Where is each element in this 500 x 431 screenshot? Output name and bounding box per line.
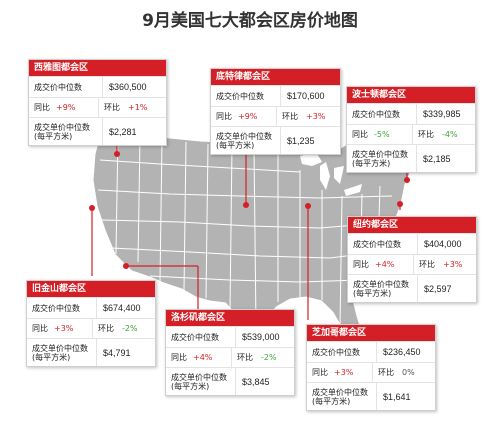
mom-value: 0% [402,368,415,377]
card-title: 西雅图都会区 [29,60,166,76]
mom-value: -4% [442,130,458,139]
unit-price-value: $2,597 [424,283,452,294]
median-price-label: 成交价中位数 [312,347,360,357]
mom-value: +3% [443,260,463,269]
median-price-value: $539,000 [242,332,280,342]
card-chicago[interactable]: 芝加哥都会区 成交价中位数 $236,450 同比 +3% 环比 0% 成交单价中位数 … [306,324,436,411]
yoy-label: 同比 [216,112,232,121]
yoy-label: 同比 [353,260,369,269]
mom-label: 环比 [378,368,394,377]
unit-price-label: 成交单价中位数 (每平方米) [32,343,88,362]
card-title: 芝加哥都会区 [307,325,435,341]
yoy-value: -5% [374,130,390,139]
card-title: 波士顿都会区 [347,87,475,103]
yoy-value: +3% [54,324,74,333]
card-los-angeles[interactable]: 洛杉矶都会区 成交价中位数 $539,000 同比 +4% 环比 -2% 成交单价中位数… [165,309,295,396]
median-price-label: 成交价中位数 [352,109,400,119]
median-price-label: 成交价中位数 [216,91,264,101]
unit-price-value: $2,185 [423,153,451,164]
unit-price-label: 成交单价中位数 (每平方米) [171,372,227,391]
median-price-value: $674,400 [103,303,141,313]
yoy-value: +4% [193,353,213,362]
yoy-label: 同比 [34,103,50,112]
mom-label: 环比 [282,112,298,121]
mom-label: 环比 [237,353,253,362]
median-price-label: 成交价中位数 [32,303,80,313]
unit-price-label: 成交单价中位数 (每平方米) [34,122,90,141]
unit-price-value: $4,791 [103,347,131,358]
card-san-francisco[interactable]: 旧金山都会区 成交价中位数 $674,400 同比 +3% 环比 -2% 成交单价中位数… [26,280,156,367]
card-new-york[interactable]: 纽约都会区 成交价中位数 $404,000 同比 +4% 环比 +3% 成交单价中位数 … [347,216,477,303]
mom-value: -2% [122,324,138,333]
mom-label: 环比 [419,260,435,269]
unit-price-value: $1,641 [383,391,411,402]
map-title: 9月美国七大都会区房价地图 [142,11,358,31]
yoy-value: +9% [56,103,76,112]
median-price-label: 成交价中位数 [353,239,401,249]
median-price-value: $404,000 [424,239,462,249]
unit-price-label: 成交单价中位数 (每平方米) [312,387,368,406]
unit-price-value: $2,281 [109,126,137,137]
median-price-value: $236,450 [383,347,421,357]
mom-label: 环比 [418,130,434,139]
yoy-label: 同比 [312,368,328,377]
median-price-label: 成交价中位数 [34,82,82,92]
mom-label: 环比 [98,324,114,333]
card-title: 底特律都会区 [211,69,340,85]
card-boston[interactable]: 波士顿都会区 成交价中位数 $339,985 同比 -5% 环比 -4% 成交单价中位数… [346,86,476,173]
mom-value: -2% [261,353,277,362]
card-seattle[interactable]: 西雅图都会区 成交价中位数 $360,500 同比 +9% 环比 +1% 成交单价中位数… [28,59,167,146]
yoy-value: +3% [334,368,354,377]
yoy-value: +9% [238,112,258,121]
card-title: 纽约都会区 [348,217,476,233]
median-price-label: 成交价中位数 [171,332,219,342]
mom-label: 环比 [104,103,120,112]
yoy-value: +4% [375,260,395,269]
card-title: 洛杉矶都会区 [166,310,294,326]
median-price-value: $339,985 [423,109,461,119]
unit-price-value: $1,235 [287,135,315,146]
unit-price-value: $3,845 [242,376,270,387]
card-title: 旧金山都会区 [27,281,155,297]
mom-value: +1% [128,103,148,112]
median-price-value: $170,600 [287,91,325,101]
yoy-label: 同比 [171,353,187,362]
yoy-label: 同比 [352,130,368,139]
yoy-label: 同比 [32,324,48,333]
unit-price-label: 成交单价中位数 (每平方米) [353,279,409,298]
median-price-value: $360,500 [109,82,147,92]
unit-price-label: 成交单价中位数 (每平方米) [216,131,272,150]
unit-price-label: 成交单价中位数 (每平方米) [352,149,408,168]
card-detroit[interactable]: 底特律都会区 成交价中位数 $170,600 同比 +9% 环比 +3% 成交单价中位数… [210,68,341,155]
mom-value: +3% [306,112,326,121]
